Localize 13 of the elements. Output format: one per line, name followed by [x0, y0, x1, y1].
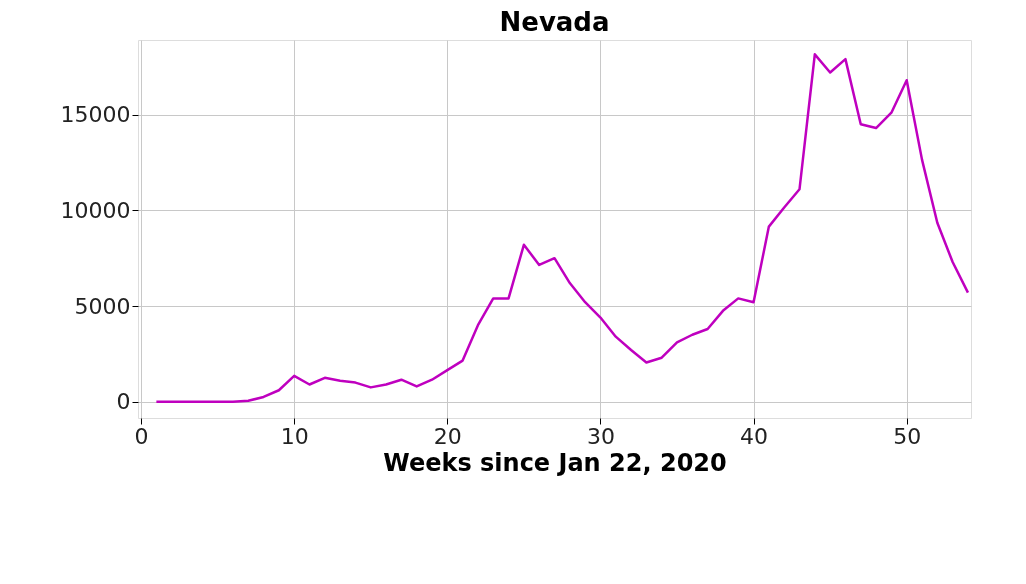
line-series — [155, 53, 970, 403]
x-tick-label: 40 — [740, 423, 769, 449]
y-tick-label: 10000 — [60, 197, 131, 223]
y-tick-label: 15000 — [60, 102, 131, 128]
x-tick-label: 10 — [280, 423, 309, 449]
x-tick-label: 30 — [586, 423, 615, 449]
chart-title: Nevada — [499, 7, 610, 37]
y-tick-label: 5000 — [74, 293, 131, 319]
x-tick-label: 20 — [433, 423, 462, 449]
y-tick-label: 0 — [116, 389, 131, 415]
x-axis-title: Weeks since Jan 22, 2020 — [383, 448, 727, 477]
x-tick-label: 50 — [893, 423, 922, 449]
x-tick-label: 0 — [134, 423, 149, 449]
